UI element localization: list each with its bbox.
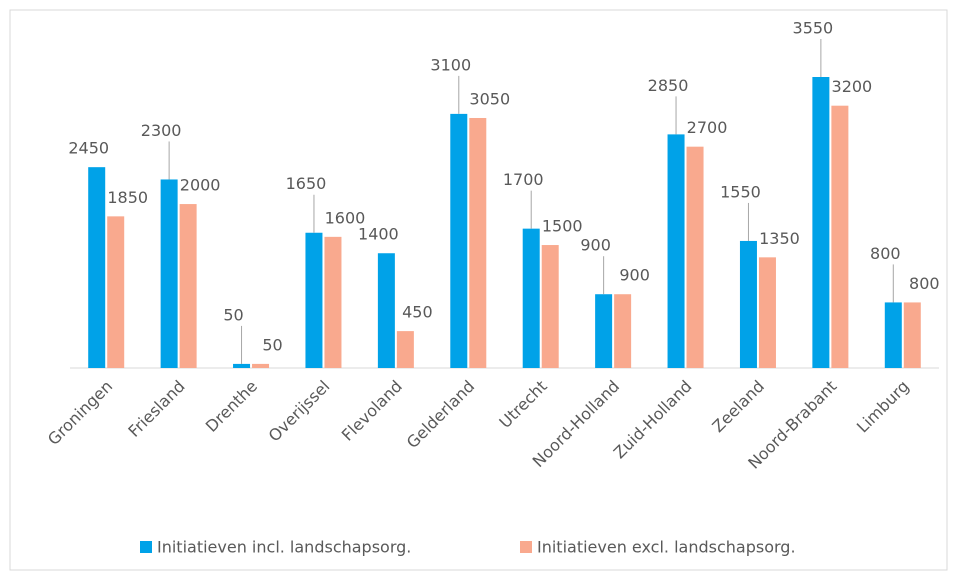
data-label: 450 — [402, 303, 433, 322]
legend-label: Initiatieven incl. landschapsorg. — [157, 538, 411, 557]
bar — [377, 253, 395, 368]
data-label: 1350 — [759, 229, 800, 248]
data-label: 1500 — [542, 217, 583, 236]
bar — [831, 105, 849, 369]
data-label: 2450 — [68, 139, 109, 158]
data-label: 2300 — [141, 121, 182, 140]
data-label: 2700 — [687, 118, 728, 137]
data-label: 800 — [909, 274, 940, 293]
bar — [305, 232, 323, 368]
data-label: 800 — [870, 244, 901, 263]
bar — [758, 257, 776, 368]
data-label: 3100 — [430, 55, 471, 74]
data-label: 1700 — [503, 170, 544, 189]
bar — [324, 236, 342, 368]
bar — [541, 245, 559, 368]
bar — [739, 240, 757, 368]
data-label: 2000 — [180, 176, 221, 195]
bar — [469, 117, 487, 368]
data-label: 2850 — [648, 76, 689, 95]
data-label: 1600 — [325, 208, 366, 227]
data-label: 1400 — [358, 225, 399, 244]
legend-label: Initiatieven excl. landschapsorg. — [537, 538, 796, 557]
legend-swatch — [520, 541, 532, 553]
bar — [252, 363, 270, 368]
bar — [686, 146, 704, 368]
bar — [107, 216, 125, 368]
bar — [812, 77, 830, 368]
data-label: 3200 — [832, 77, 873, 96]
bar — [396, 331, 414, 368]
data-label: 900 — [580, 236, 611, 255]
bar — [595, 294, 613, 368]
data-label: 50 — [223, 305, 243, 324]
bar — [450, 113, 468, 368]
legend-swatch — [140, 541, 152, 553]
data-label: 3050 — [469, 89, 510, 108]
bar — [160, 179, 178, 368]
data-label: 900 — [619, 266, 650, 285]
bar — [903, 302, 921, 368]
data-label: 1550 — [720, 182, 761, 201]
bar — [667, 134, 685, 368]
data-label: 50 — [262, 335, 282, 354]
bar — [522, 228, 540, 368]
data-label: 3550 — [793, 19, 834, 38]
bar — [88, 167, 106, 368]
bar — [179, 204, 197, 368]
bar — [614, 294, 632, 368]
data-label: 1850 — [107, 188, 148, 207]
bar — [884, 302, 902, 368]
data-label: 1650 — [286, 174, 327, 193]
bar — [233, 363, 251, 368]
